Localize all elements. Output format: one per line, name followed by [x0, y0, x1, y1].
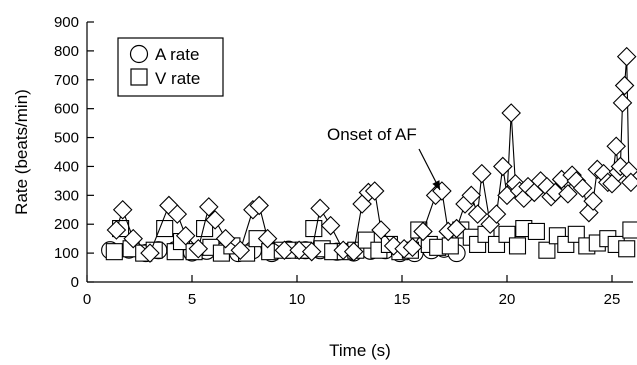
diamond-point: [545, 182, 566, 203]
y-tick-label: 700: [54, 72, 79, 89]
square-point: [305, 220, 323, 238]
x-tick-label: 20: [499, 291, 516, 308]
diamond-point: [486, 204, 507, 224]
diamond-point: [140, 243, 160, 263]
diamond-point: [167, 204, 188, 224]
diamond-point: [472, 163, 492, 184]
diamond-point: [612, 93, 633, 113]
diamond-point: [257, 228, 278, 249]
legend: A rate V rate: [117, 37, 224, 97]
square-point: [357, 231, 375, 249]
diamond-point: [583, 191, 603, 211]
y-tick-label: 200: [54, 216, 79, 233]
diamond-point: [614, 75, 635, 96]
diamond-point: [402, 237, 423, 258]
y-tick-label: 100: [54, 245, 79, 262]
y-axis-label: Rate (beats/min): [12, 89, 31, 215]
x-tick-label: 25: [604, 291, 621, 308]
square-point: [156, 220, 174, 238]
diamond-point: [274, 240, 295, 261]
square-point: [196, 220, 214, 238]
y-tick-label: 900: [54, 14, 79, 31]
diamond-point: [289, 240, 309, 261]
square-point: [538, 241, 556, 259]
diamond-point: [616, 46, 637, 67]
diamond-point: [112, 199, 133, 220]
diamond-point: [364, 181, 385, 201]
diamond-point: [249, 195, 269, 216]
diamond-point: [343, 241, 364, 262]
square-point: [508, 237, 527, 255]
y-tick-label: 800: [54, 43, 79, 60]
diamond-point: [501, 103, 521, 123]
x-tick-label: 0: [83, 291, 91, 308]
diamond-point: [606, 136, 626, 157]
diamond-point: [467, 204, 488, 224]
annotation: Onset of AF: [327, 125, 441, 191]
diamond-point: [320, 215, 341, 236]
diamond-point: [413, 221, 433, 242]
diamond-point: [123, 228, 143, 249]
diamond-point: [205, 210, 225, 230]
diamond-point: [188, 238, 209, 259]
square-point: [622, 221, 637, 239]
axes: 0 100 200 300 400 500 600 700 800 900 0 5 10 15 20 25: [54, 14, 633, 308]
annotation-text: Onset of AF: [327, 125, 417, 144]
diamond-point: [106, 220, 127, 240]
y-tick-label: 500: [54, 130, 79, 147]
diamond-point: [558, 184, 578, 204]
square-point: [618, 240, 636, 258]
y-tick-label: 0: [71, 274, 79, 291]
diamond-point: [175, 225, 196, 246]
legend-marker-circle: [129, 44, 149, 64]
diamond-point: [461, 185, 482, 206]
y-tick-label: 400: [54, 158, 79, 175]
y-tick-label: 300: [54, 187, 79, 204]
legend-label-v-rate: V rate: [155, 69, 200, 88]
x-tick-label: 15: [394, 291, 411, 308]
diamond-point: [301, 241, 322, 262]
x-tick-label: 5: [188, 291, 196, 308]
diamond-point: [310, 198, 330, 219]
diamond-point: [199, 197, 219, 217]
square-point: [105, 243, 123, 261]
square-point: [527, 222, 545, 240]
diamond-point: [572, 178, 593, 198]
square-point: [441, 237, 459, 255]
onset-arrow-head: [432, 180, 440, 190]
chart-marks: [101, 46, 637, 263]
diamond-point: [215, 228, 236, 249]
diamond-point: [230, 240, 251, 261]
x-axis-label: Time (s): [329, 341, 391, 360]
x-tick-label: 10: [289, 291, 306, 308]
y-tick-label: 600: [54, 101, 79, 118]
diamond-point: [446, 218, 467, 239]
legend-marker-square: [130, 68, 148, 86]
diamond-point: [371, 220, 391, 240]
series-diamond: [106, 46, 637, 263]
legend-label-a-rate: A rate: [155, 45, 199, 64]
diamond-point: [493, 156, 513, 177]
